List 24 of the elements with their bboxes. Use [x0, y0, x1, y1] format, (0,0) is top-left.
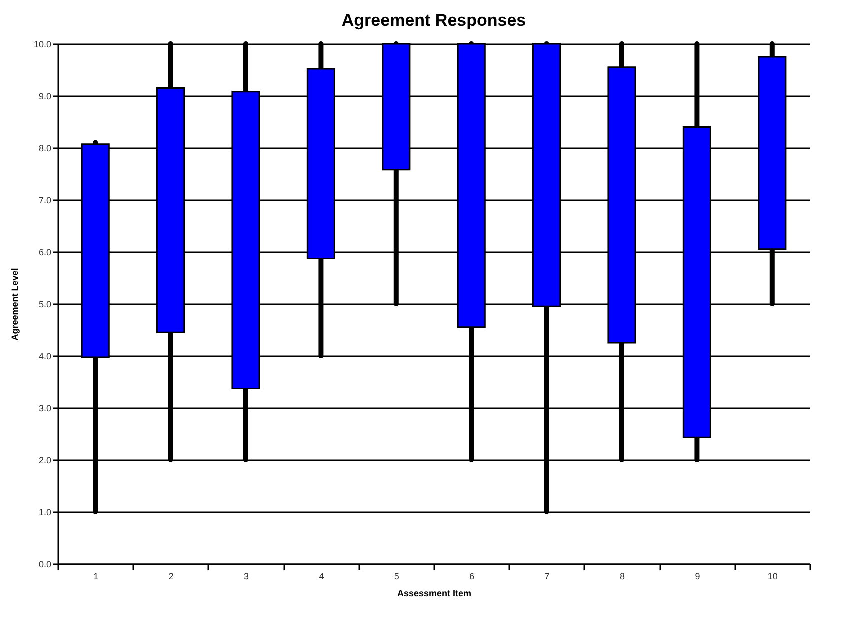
y-tick-label: 8.0 [38, 144, 52, 154]
y-tick-label: 1.0 [38, 508, 52, 518]
y-tick-label: 9.0 [38, 92, 52, 102]
x-tick-label: 3 [244, 572, 250, 582]
x-tick-label: 7 [544, 572, 550, 582]
y-tick-label: 5.0 [38, 300, 52, 310]
x-tick-label: 5 [394, 572, 400, 582]
y-tick-label: 10.0 [34, 40, 52, 50]
x-tick-label: 4 [319, 572, 324, 582]
x-axis-title: Assessment Item [397, 588, 472, 598]
y-tick-label: 2.0 [38, 456, 52, 466]
x-tick-label: 6 [470, 572, 475, 582]
y-tick-label: 4.0 [38, 352, 52, 362]
chart-title: Agreement Responses [342, 11, 526, 30]
y-axis-title: Agreement Level [10, 268, 20, 341]
y-tick-label: 6.0 [38, 248, 52, 258]
x-tick-label: 9 [695, 572, 700, 582]
x-tick-label: 10 [768, 572, 778, 582]
y-tick-label: 7.0 [38, 196, 52, 206]
y-tick-label: 3.0 [38, 404, 52, 414]
x-tick-label: 1 [94, 572, 99, 582]
x-tick-label: 2 [168, 572, 174, 582]
y-tick-label: 0.0 [38, 560, 52, 570]
x-tick-label: 8 [620, 572, 626, 582]
